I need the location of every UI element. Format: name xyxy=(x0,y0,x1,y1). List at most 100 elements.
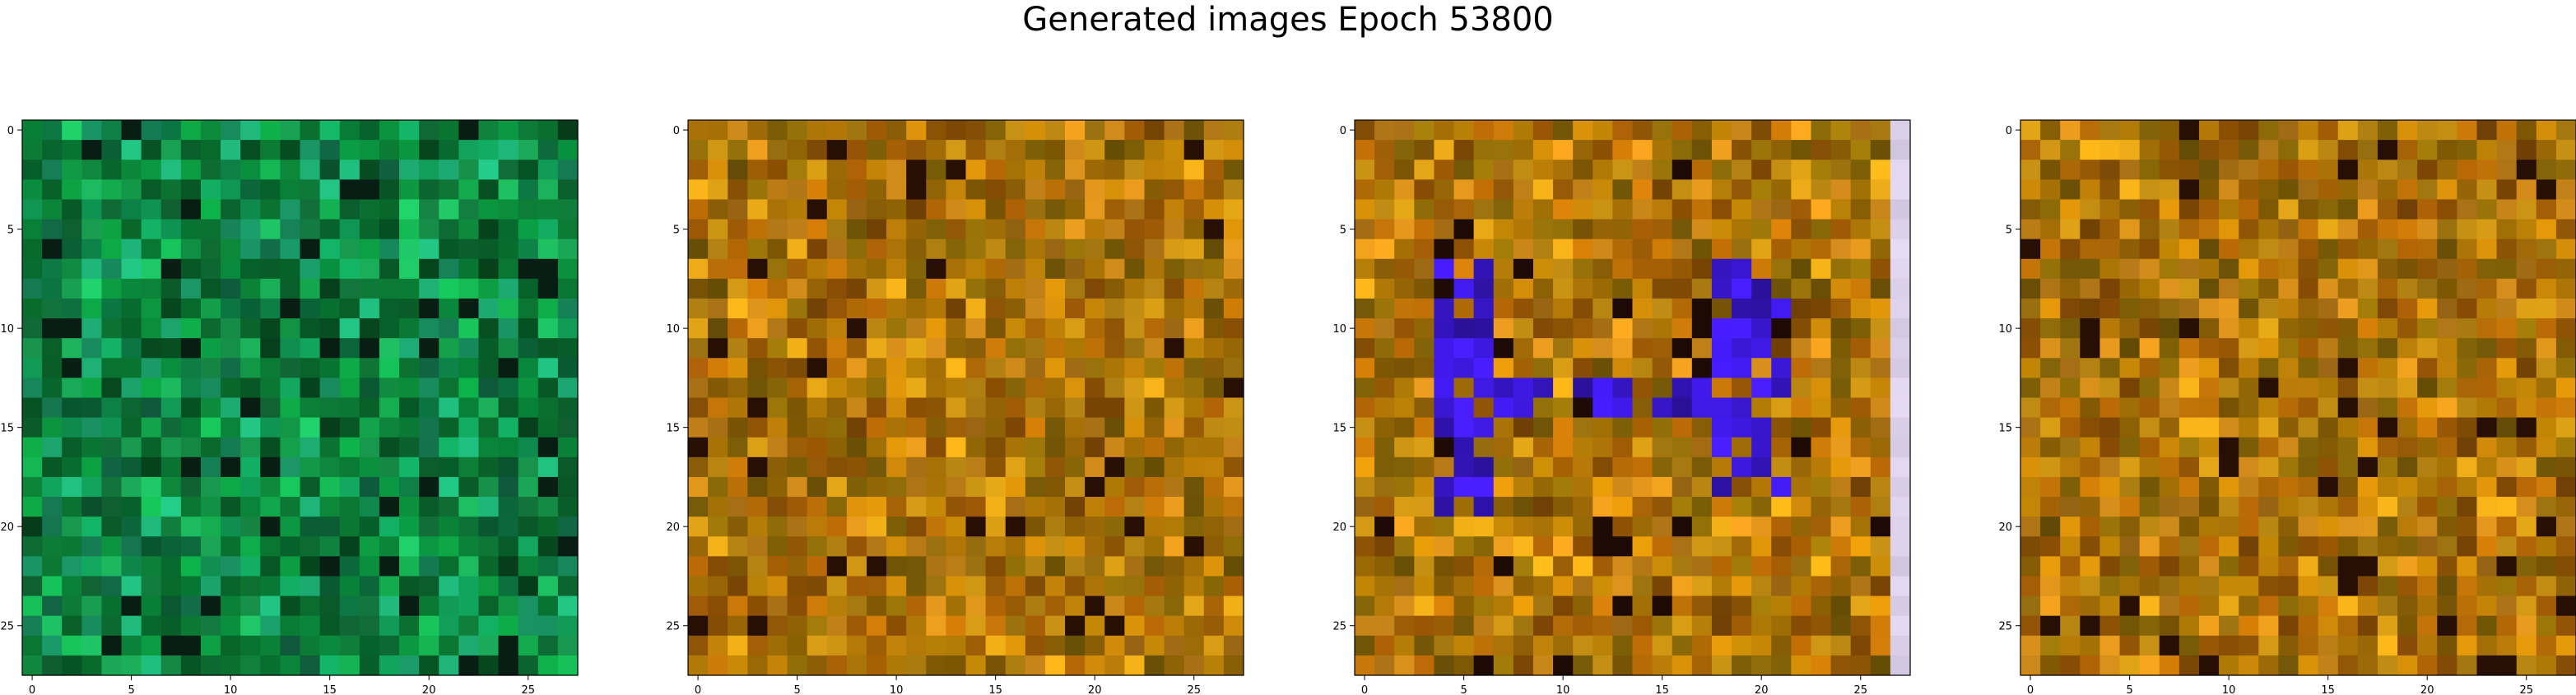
pixel-cell xyxy=(1850,160,1872,180)
pixel-cell xyxy=(1553,219,1574,240)
pixel-cell xyxy=(439,556,459,577)
pixel-cell xyxy=(2178,456,2200,478)
pixel-cell xyxy=(2198,160,2220,180)
pixel-cell xyxy=(458,219,480,240)
pixel-cell xyxy=(498,120,519,141)
pixel-cell xyxy=(1771,655,1792,676)
pixel-cell xyxy=(1124,358,1146,378)
pixel-cell xyxy=(728,595,748,617)
y-tick-label: 25 xyxy=(1332,621,1346,633)
pixel-cell xyxy=(1890,476,1911,498)
pixel-cell xyxy=(1203,476,1225,498)
pixel-cell xyxy=(1652,120,1673,141)
pixel-cell xyxy=(1183,239,1205,260)
pixel-cell xyxy=(2040,476,2061,498)
pixel-cell xyxy=(2060,476,2081,498)
pixel-cell xyxy=(2099,338,2121,359)
pixel-cell xyxy=(767,298,788,319)
pixel-cell xyxy=(728,378,748,399)
pixel-cell xyxy=(866,437,887,458)
pixel-cell xyxy=(2397,358,2418,378)
pixel-cell xyxy=(1672,635,1693,656)
pixel-cell xyxy=(1672,615,1693,637)
pixel-cell xyxy=(1553,476,1574,498)
pixel-cell xyxy=(458,556,480,577)
pixel-cell xyxy=(1355,338,1375,359)
pixel-cell xyxy=(1124,576,1146,597)
pixel-cell xyxy=(2278,556,2299,577)
pixel-cell xyxy=(2258,140,2279,160)
pixel-cell xyxy=(2060,278,2081,299)
pixel-cell xyxy=(1612,199,1634,220)
pixel-cell xyxy=(180,437,202,458)
pixel-cell xyxy=(1811,556,1832,577)
pixel-cell xyxy=(2536,278,2557,299)
pixel-cell xyxy=(1394,338,1415,359)
pixel-cell xyxy=(1434,456,1455,478)
pixel-cell xyxy=(1025,338,1046,359)
pixel-cell xyxy=(2476,219,2498,240)
pixel-cell xyxy=(1374,615,1395,637)
x-tick-label: 5 xyxy=(128,684,134,695)
pixel-cell xyxy=(180,635,202,656)
pixel-cell xyxy=(2298,497,2319,517)
pixel-cell xyxy=(160,576,182,597)
pixel-cell xyxy=(2437,397,2457,419)
pixel-cell xyxy=(1691,397,1713,419)
pixel-cell xyxy=(339,655,360,676)
pixel-cell xyxy=(518,417,539,438)
pixel-cell xyxy=(826,378,848,399)
pixel-cell xyxy=(1573,140,1593,160)
pixel-cell xyxy=(478,437,500,458)
pixel-cell xyxy=(2437,635,2457,656)
pixel-cell xyxy=(62,120,82,141)
pixel-cell xyxy=(537,179,559,201)
pixel-cell xyxy=(1553,497,1574,517)
pixel-cell xyxy=(379,576,400,597)
pixel-cell xyxy=(2239,298,2259,319)
pixel-cell xyxy=(2357,655,2378,676)
pixel-cell xyxy=(2417,378,2438,399)
pixel-cell xyxy=(1104,378,1125,399)
pixel-cell xyxy=(2178,497,2200,517)
pixel-cell xyxy=(240,595,261,617)
pixel-cell xyxy=(280,476,301,498)
pixel-cell xyxy=(2357,536,2378,557)
pixel-cell xyxy=(280,338,301,359)
pixel-cell xyxy=(1811,655,1832,676)
pixel-cell xyxy=(62,576,82,597)
pixel-cell xyxy=(1473,655,1495,676)
pixel-cell xyxy=(787,358,808,378)
pixel-cell xyxy=(2139,497,2160,517)
pixel-cell xyxy=(1652,437,1673,458)
pixel-cell xyxy=(439,278,459,299)
pixel-cell xyxy=(1751,397,1772,419)
pixel-cell xyxy=(1672,556,1693,577)
pixel-cell xyxy=(518,576,539,597)
pixel-cell xyxy=(1553,358,1574,378)
pixel-cell xyxy=(62,397,82,419)
pixel-cell xyxy=(906,497,927,517)
y-tick-label: 20 xyxy=(1998,521,2012,534)
pixel-cell xyxy=(2080,635,2101,656)
pixel-cell xyxy=(1124,595,1146,617)
pixel-cell xyxy=(2377,318,2398,339)
pixel-cell xyxy=(985,437,1007,458)
pixel-cell xyxy=(2099,140,2121,160)
pixel-cell xyxy=(1890,298,1911,319)
pixel-cell xyxy=(121,437,142,458)
pixel-cell xyxy=(557,556,579,577)
pixel-cell xyxy=(1434,536,1455,557)
pixel-cell xyxy=(419,318,439,339)
pixel-cell xyxy=(2417,397,2438,419)
pixel-cell xyxy=(2516,199,2537,220)
pixel-cell xyxy=(1025,497,1046,517)
pixel-cell xyxy=(200,417,221,438)
pixel-cell xyxy=(965,179,987,201)
pixel-cell xyxy=(1672,160,1693,180)
pixel-cell xyxy=(2258,199,2279,220)
pixel-cell xyxy=(1870,595,1891,617)
pixel-cell xyxy=(1044,378,1066,399)
pixel-cell xyxy=(2318,576,2339,597)
pixel-cell xyxy=(2397,258,2418,280)
